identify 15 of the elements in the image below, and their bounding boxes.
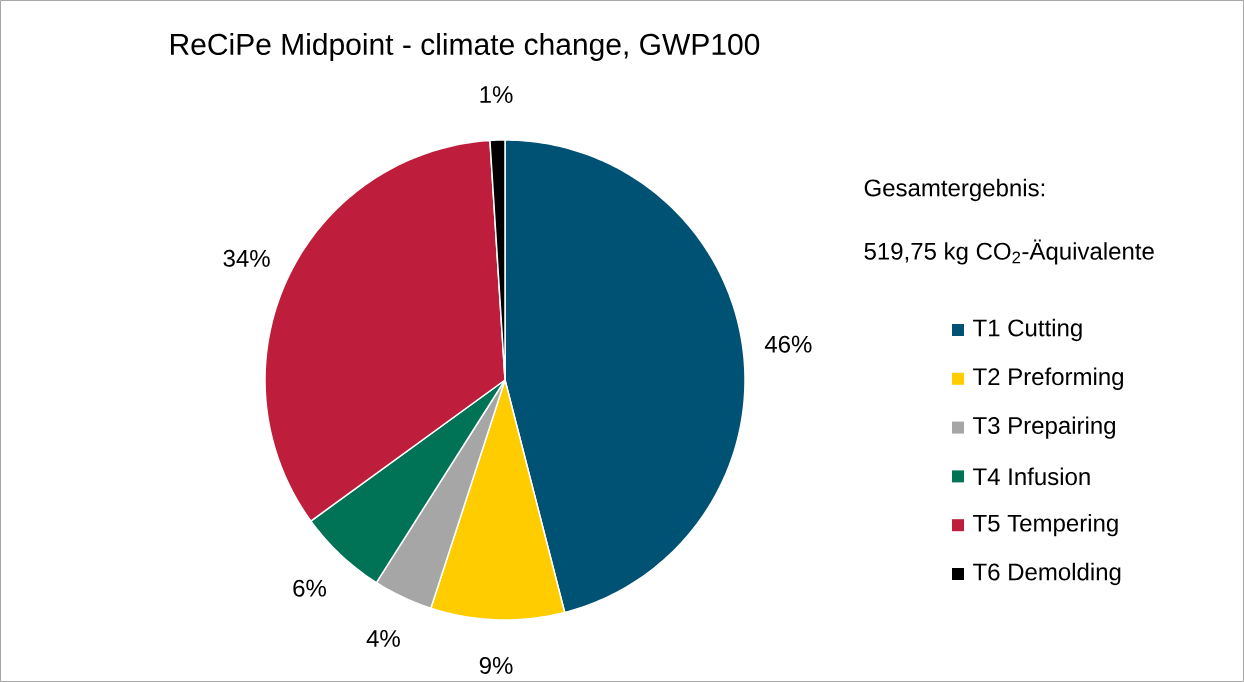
legend-label: T4 Infusion [973,467,1090,486]
legend-label: T3 Prepairing [973,416,1115,439]
data-label: 6% [293,579,326,597]
data-label: 1% [480,86,513,103]
data-label: 34% [223,249,270,267]
chart-title: ReCiPe Midpoint - climate change, GWP100 [171,33,760,61]
text: Gesamtergebnis: [864,178,1045,202]
legend-label: T5 Tempering [973,514,1118,537]
data-label: 46% [764,335,812,353]
legend-label: T1 Cutting [973,318,1082,342]
legend-label: T2 Preforming [973,367,1123,390]
data-label: 9% [479,656,513,674]
data-label: 4% [366,629,400,647]
text: 519,75 kg CO$_{2}$-Äquivalente [864,239,1154,265]
legend-label: T6 Demolding [973,562,1121,586]
